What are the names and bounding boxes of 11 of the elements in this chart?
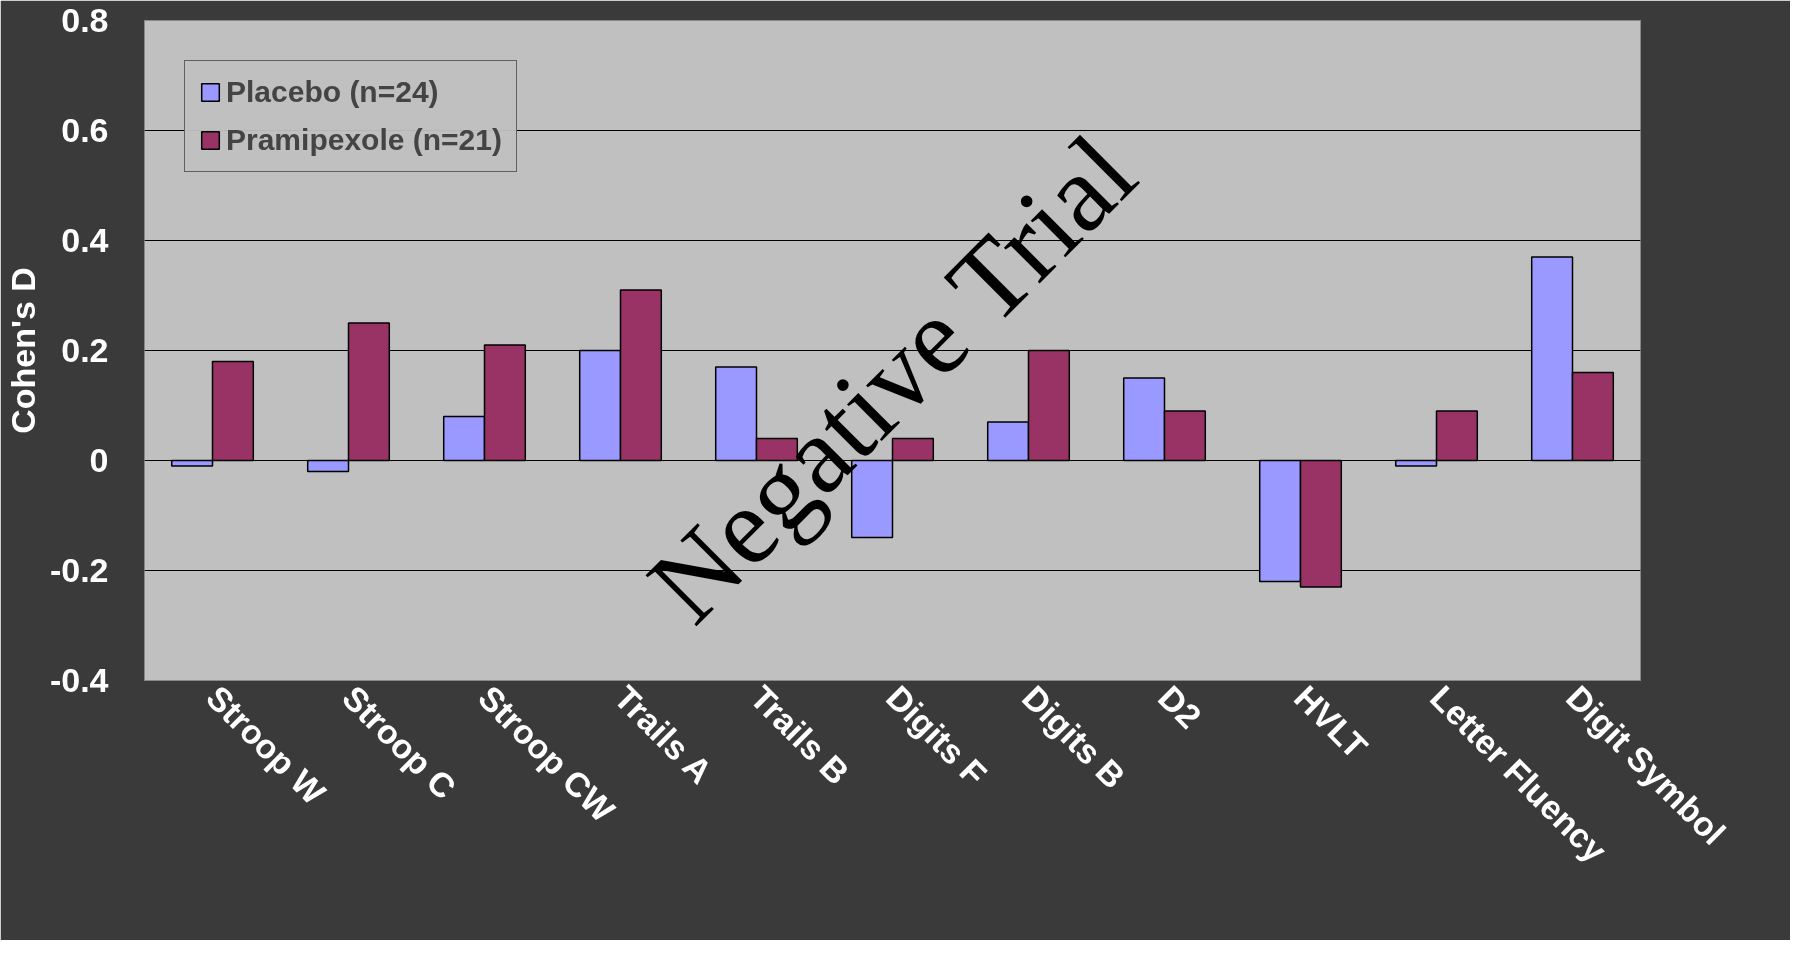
y-tick-label: 0.4	[61, 221, 109, 259]
legend-label: Placebo (n=24)	[226, 75, 439, 109]
y-tick-label: 0.2	[61, 331, 109, 369]
y-tick-label: 0	[89, 441, 109, 479]
legend-label: Pramipexole (n=21)	[226, 123, 502, 157]
y-tick-label: -0.4	[49, 661, 109, 699]
y-tick-label: -0.2	[49, 551, 109, 589]
y-tick-label: 0.8	[61, 1, 109, 39]
x-tick-label: D2	[1151, 678, 1209, 736]
y-tick-label: 0.6	[61, 111, 109, 149]
y-axis-title: Cohen's D	[3, 267, 42, 434]
